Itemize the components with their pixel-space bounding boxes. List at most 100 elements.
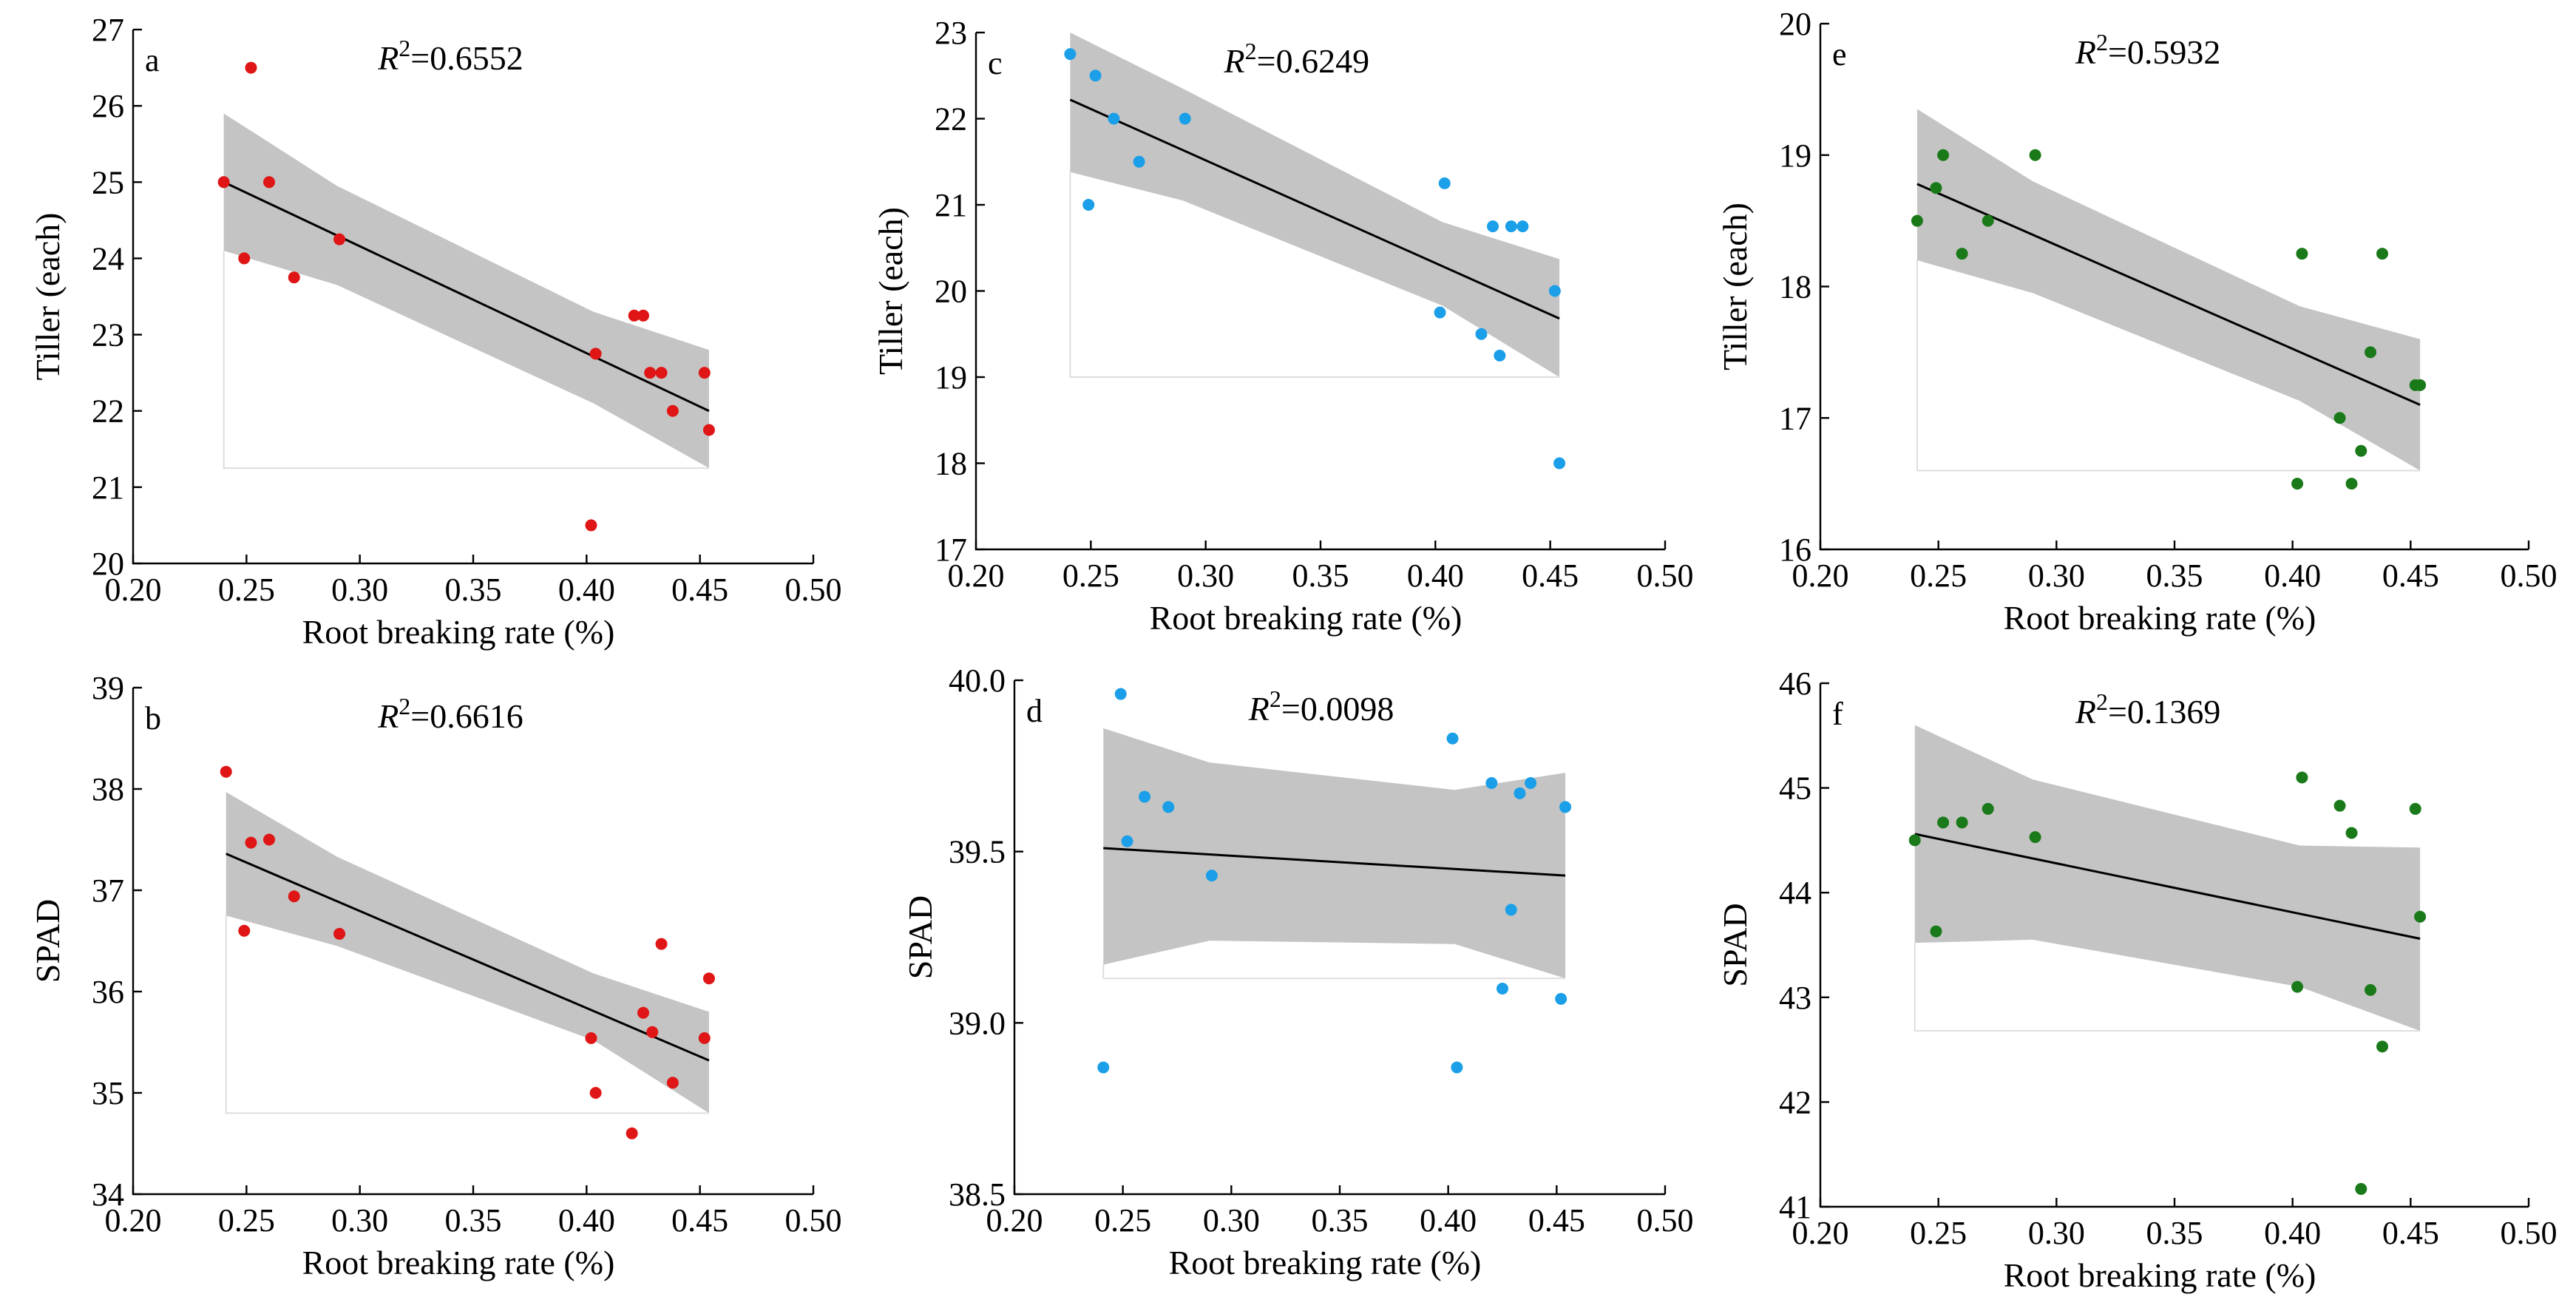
y-tick-label: 34 <box>92 1176 124 1213</box>
data-point <box>288 890 300 903</box>
panel-letter: a <box>145 42 160 78</box>
data-point <box>245 61 257 74</box>
data-point <box>655 938 668 950</box>
x-tick-label: 0.40 <box>1407 558 1464 594</box>
data-point <box>589 1087 602 1099</box>
data-point <box>1082 199 1095 211</box>
data-point <box>1553 457 1566 470</box>
panel-a: 0.20 0.25 0.30 0.35 0.40 0.45 0.50 20 21 22 23 24 25… <box>29 12 842 651</box>
data-point <box>626 1127 638 1139</box>
data-point <box>2376 1040 2389 1053</box>
y-tick-label: 17 <box>935 532 967 568</box>
data-point <box>702 424 715 436</box>
data-point <box>666 1077 679 1089</box>
data-point <box>1089 70 1102 82</box>
band-outline <box>1916 260 2421 472</box>
data-point <box>1937 149 1950 161</box>
data-point <box>1555 992 1567 1005</box>
data-point <box>1162 801 1175 813</box>
x-tick-label: 0.50 <box>1637 1202 1694 1239</box>
data-point <box>585 1032 597 1045</box>
r-symbol: R <box>1224 42 1245 80</box>
data-point <box>1451 1061 1463 1074</box>
y-tick-label: 20 <box>935 274 967 310</box>
data-point <box>702 972 715 985</box>
data-point <box>1937 816 1950 829</box>
data-point <box>1956 816 1968 829</box>
data-point <box>333 927 346 940</box>
x-tick-label: 0.30 <box>331 1202 388 1239</box>
r-superscript: 2 <box>399 35 410 61</box>
x-tick-label: 0.25 <box>1910 1215 1967 1251</box>
x-tick-label: 0.35 <box>445 1202 502 1239</box>
x-tick-label: 0.30 <box>2028 1215 2085 1251</box>
x-tick-label: 0.40 <box>2264 1215 2321 1251</box>
regression-line <box>1103 847 1566 877</box>
y-tick-label: 16 <box>1779 532 1811 568</box>
x-tick-label: 0.40 <box>558 572 615 608</box>
y-tick-label: 19 <box>935 359 967 396</box>
data-point <box>2355 1182 2367 1195</box>
r-symbol: R <box>377 697 399 735</box>
data-point <box>1487 220 1499 233</box>
y-axis-title: SPAD <box>901 895 939 979</box>
data-point <box>2333 412 2346 424</box>
data-point <box>1930 182 1942 194</box>
y-axis-title: SPAD <box>29 899 67 983</box>
r-squared-annotation: R2=0.6616 <box>377 693 523 735</box>
r-superscript: 2 <box>2096 688 2108 715</box>
y-tick-label: 45 <box>1779 770 1811 807</box>
data-point <box>1133 155 1145 168</box>
y-tick-label: 22 <box>92 393 124 430</box>
r-symbol: R <box>2075 693 2096 731</box>
x-tick-label: 0.30 <box>1203 1202 1260 1239</box>
data-point <box>637 309 649 322</box>
confidence-band <box>1914 725 2421 1031</box>
data-point <box>2409 802 2421 815</box>
data-point <box>1497 983 1508 995</box>
y-tick-label: 17 <box>1779 400 1811 436</box>
data-point <box>1485 777 1498 789</box>
x-tick-label: 0.50 <box>2501 1215 2558 1251</box>
y-tick-label: 39.5 <box>949 834 1006 870</box>
x-tick-label: 0.35 <box>1312 1202 1369 1239</box>
x-tick-label: 0.20 <box>986 1202 1043 1239</box>
data-point <box>263 833 275 846</box>
r-squared-value: =0.6616 <box>410 697 523 735</box>
y-tick-label: 40.0 <box>949 663 1006 699</box>
x-tick-label: 0.50 <box>785 572 842 608</box>
x-tick-label: 0.30 <box>1177 558 1234 594</box>
data-point <box>2296 771 2308 784</box>
data-point <box>1908 834 1921 847</box>
panel-letter: e <box>1832 36 1847 72</box>
confidence-band <box>223 113 709 469</box>
data-point <box>698 367 711 379</box>
x-tick-label: 0.50 <box>1637 558 1694 594</box>
x-axis-title: Root breaking rate (%) <box>2004 1256 2316 1294</box>
x-tick-label: 0.20 <box>105 1202 162 1239</box>
data-point <box>1139 790 1150 803</box>
y-tick-label: 19 <box>1779 138 1811 174</box>
y-tick-label: 27 <box>92 12 124 48</box>
regression-line <box>1069 98 1560 320</box>
x-tick-label: 0.25 <box>218 572 275 608</box>
data-point <box>637 1006 649 1019</box>
x-tick-label: 0.45 <box>2382 1215 2439 1251</box>
x-tick-label: 0.20 <box>1792 1215 1849 1251</box>
data-point <box>2291 478 2304 490</box>
data-point <box>1114 688 1127 700</box>
data-point <box>1097 1061 1110 1074</box>
y-tick-label: 23 <box>935 15 967 51</box>
data-point <box>238 924 251 937</box>
y-tick-label: 22 <box>935 101 967 138</box>
data-point <box>2365 983 2377 996</box>
data-point <box>1514 787 1526 799</box>
r-superscript: 2 <box>399 693 410 719</box>
y-tick-label: 36 <box>92 974 124 1010</box>
y-tick-label: 46 <box>1779 665 1811 702</box>
x-axis-title: Root breaking rate (%) <box>1150 599 1462 637</box>
x-tick-label: 0.35 <box>2146 558 2203 594</box>
y-tick-label: 38 <box>92 771 124 807</box>
panel-letter: d <box>1026 693 1043 729</box>
data-point <box>1064 48 1077 61</box>
